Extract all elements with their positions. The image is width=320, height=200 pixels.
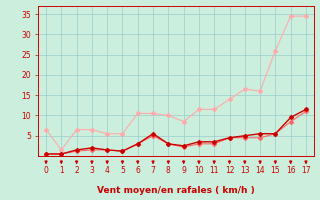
X-axis label: Vent moyen/en rafales ( km/h ): Vent moyen/en rafales ( km/h ): [97, 186, 255, 195]
